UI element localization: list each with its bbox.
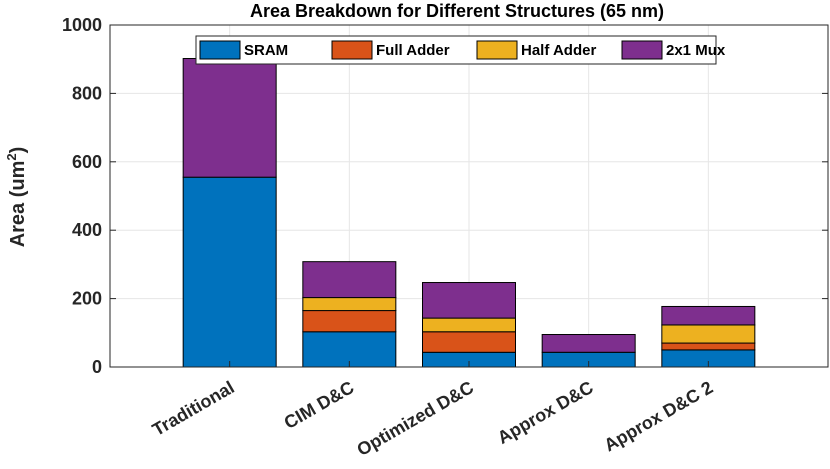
legend-label: 2x1 Mux xyxy=(666,42,726,59)
bar-full-adder-4 xyxy=(661,342,756,351)
y-tick-label: 0 xyxy=(92,357,102,377)
legend: SRAM Full Adder Half Adder 2x1 Mux xyxy=(195,35,726,65)
bar-2x1-mux-0 xyxy=(182,58,277,178)
bar-half-adder-4 xyxy=(661,324,756,344)
bar-sram-0 xyxy=(182,176,277,368)
bar-2x1-mux-1 xyxy=(302,261,397,299)
y-tick-label: 200 xyxy=(72,289,102,309)
bar-2x1-mux-3 xyxy=(541,334,636,353)
y-axis-label: Area (um2) xyxy=(4,147,29,248)
bar-full-adder-1 xyxy=(302,310,397,333)
y-tick-label: 800 xyxy=(72,83,102,103)
bar-half-adder-2 xyxy=(422,317,516,333)
legend-swatch xyxy=(199,40,241,60)
bar-2x1-mux-2 xyxy=(422,282,516,319)
bar-full-adder-2 xyxy=(422,331,516,353)
y-tick-label: 400 xyxy=(72,220,102,240)
legend-label: Full Adder xyxy=(376,42,450,59)
y-tick-label: 1000 xyxy=(62,15,102,35)
chart-title: Area Breakdown for Different Structures … xyxy=(250,1,664,21)
legend-swatch xyxy=(621,40,663,60)
bar-2x1-mux-4 xyxy=(661,305,756,326)
axes xyxy=(109,24,829,368)
y-tick-label: 600 xyxy=(72,152,102,172)
y-tick-labels: 0 200 400 600 800 1000 xyxy=(62,15,102,377)
legend-label: SRAM xyxy=(244,42,288,59)
legend-label: Half Adder xyxy=(521,42,596,59)
legend-swatch xyxy=(331,40,373,60)
bar-half-adder-1 xyxy=(302,297,397,312)
legend-swatch xyxy=(476,40,518,60)
